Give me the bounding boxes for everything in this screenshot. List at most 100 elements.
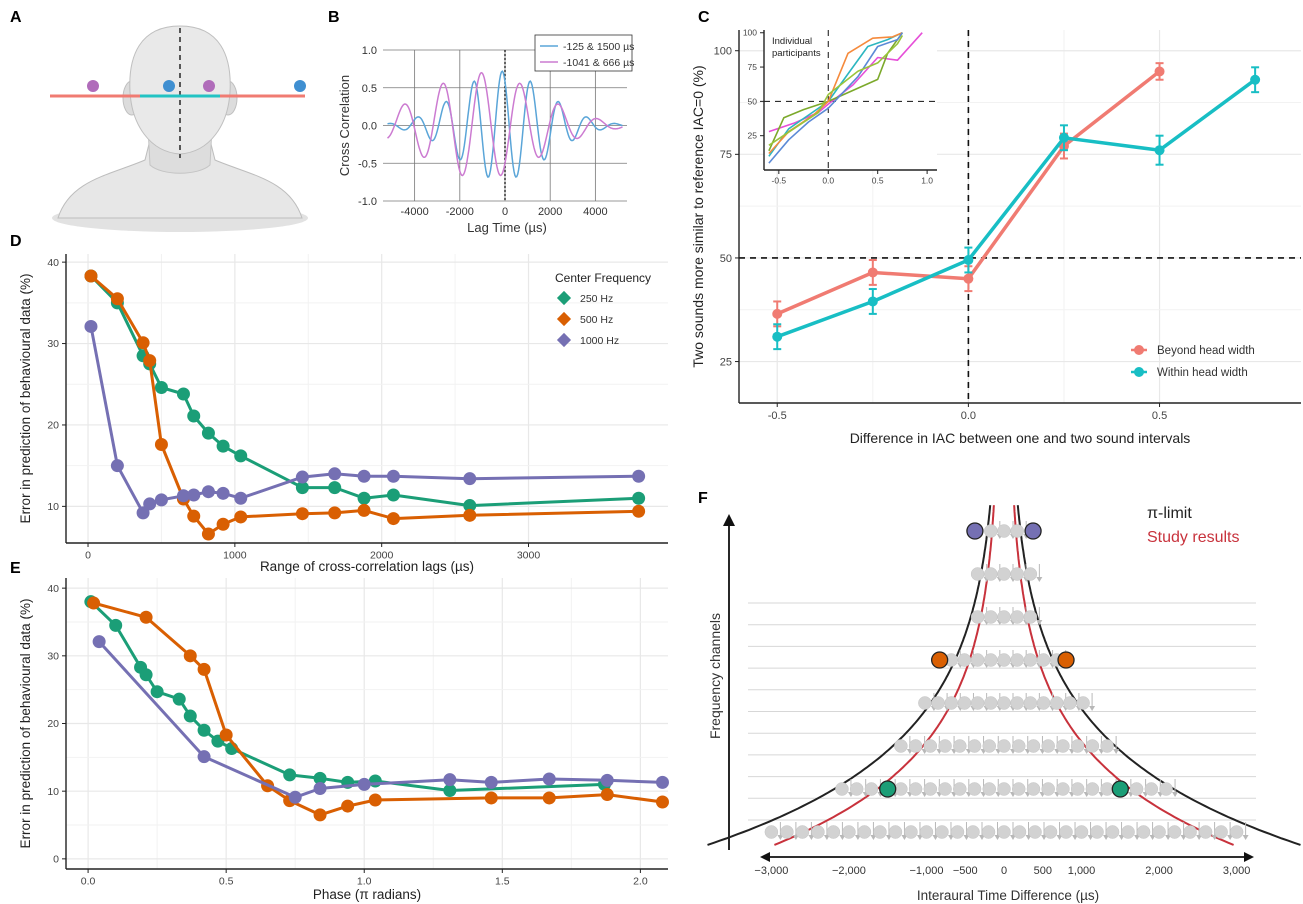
y-axis-title: Two sounds more similar to reference IAC… bbox=[690, 65, 706, 367]
data-point bbox=[600, 773, 614, 787]
arrow-head-up bbox=[723, 514, 735, 526]
x-tick-label: 1.0 bbox=[357, 876, 372, 888]
data-point bbox=[136, 506, 150, 520]
detector-dot bbox=[1144, 782, 1159, 796]
y-tick-label: 20 bbox=[47, 420, 59, 432]
x-tick-label: 0.5 bbox=[1152, 410, 1167, 422]
x-tick-label: 0 bbox=[85, 550, 91, 562]
data-point bbox=[655, 775, 669, 789]
data-point bbox=[295, 507, 309, 521]
detector-dot bbox=[1229, 825, 1244, 839]
x-tick-label: 1.5 bbox=[495, 876, 510, 888]
detector-dot bbox=[908, 782, 923, 796]
detector-dot bbox=[984, 653, 998, 667]
data-point bbox=[963, 273, 974, 284]
data-point bbox=[84, 319, 98, 333]
detector-dot bbox=[967, 782, 982, 796]
data-point bbox=[216, 486, 230, 500]
data-point bbox=[295, 470, 309, 484]
detector-dot bbox=[957, 696, 972, 710]
y-tick-label: 75 bbox=[720, 149, 732, 161]
detector-dot bbox=[1214, 825, 1228, 839]
data-point bbox=[1058, 132, 1069, 143]
data-point bbox=[463, 508, 477, 522]
detector-arrow bbox=[1036, 577, 1043, 582]
data-point bbox=[154, 381, 168, 395]
data-point bbox=[328, 506, 342, 520]
detector-dot bbox=[1043, 825, 1058, 839]
data-point bbox=[386, 469, 400, 483]
head bbox=[129, 25, 231, 155]
x-tick-label: -4000 bbox=[401, 206, 429, 218]
detector-dot bbox=[888, 825, 903, 839]
detector-dot bbox=[1023, 610, 1038, 624]
y-tick-label: 40 bbox=[47, 257, 59, 269]
panel-e-chart: 0.0 0.5 1.0 1.5 2.0 0 10 20 30 40 Phase (π radians… bbox=[18, 578, 669, 902]
data-point bbox=[963, 255, 974, 266]
data-point bbox=[443, 773, 457, 787]
panel-letter-b: B bbox=[328, 9, 340, 26]
highlight-dot bbox=[1111, 780, 1129, 798]
data-point bbox=[368, 793, 382, 807]
detector-dot bbox=[1085, 782, 1100, 796]
detector-dot bbox=[1129, 782, 1144, 796]
cross-correlation-curve bbox=[387, 70, 623, 178]
detector-dot bbox=[1167, 825, 1182, 839]
x-axis-title: Interaural Time Difference (µs) bbox=[917, 888, 1099, 903]
data-point bbox=[154, 437, 168, 451]
detector-dot bbox=[1085, 739, 1100, 753]
data-point bbox=[176, 489, 190, 503]
y-tick-label: 100 bbox=[714, 46, 732, 58]
y-tick-label: 50 bbox=[748, 96, 758, 106]
data-point bbox=[368, 774, 382, 788]
data-point bbox=[341, 799, 355, 813]
x-tick-label: 0.0 bbox=[81, 876, 96, 888]
data-point bbox=[139, 668, 153, 682]
data-point bbox=[197, 750, 211, 764]
data-point bbox=[154, 493, 168, 507]
inset-background bbox=[764, 30, 937, 170]
detector-arrow bbox=[1172, 792, 1179, 797]
highlight-dot bbox=[930, 651, 949, 669]
detector-dot bbox=[984, 696, 998, 710]
panel-b-chart: -4000 -2000 0 2000 4000 -1.0 -0.5 0.0 0.5 1.0 Lag … bbox=[337, 34, 634, 235]
data-point bbox=[187, 409, 201, 423]
detector-dot bbox=[1159, 782, 1173, 796]
detector-dot bbox=[953, 739, 967, 753]
highlight-dot bbox=[966, 522, 984, 540]
legend-label: Beyond head width bbox=[1157, 345, 1255, 357]
detector-dot bbox=[997, 567, 1011, 581]
detector-dot bbox=[1136, 825, 1151, 839]
detector-dot bbox=[1105, 825, 1120, 839]
detector-dot bbox=[764, 825, 779, 839]
detector-dot bbox=[1198, 825, 1213, 839]
detector-dot bbox=[842, 825, 856, 839]
y-tick-label: 100 bbox=[743, 28, 757, 38]
x-tick-label: −1,000 bbox=[909, 865, 943, 877]
detector-dot bbox=[1028, 825, 1042, 839]
y-tick-label: 25 bbox=[748, 131, 758, 141]
detector-dot bbox=[970, 696, 985, 710]
detector-dot bbox=[997, 653, 1011, 667]
inset-title: participants bbox=[772, 48, 821, 59]
data-point bbox=[1154, 145, 1165, 156]
data-point bbox=[216, 517, 230, 531]
data-point bbox=[201, 485, 215, 499]
arrow-head-right bbox=[1244, 852, 1254, 862]
data-point bbox=[772, 331, 783, 342]
highlight-dot bbox=[879, 780, 897, 798]
detector-dot bbox=[1026, 782, 1041, 796]
detector-dot bbox=[981, 825, 996, 839]
detector-dot bbox=[1121, 825, 1135, 839]
series-line bbox=[89, 600, 605, 792]
y-tick-label: 10 bbox=[47, 786, 59, 798]
detector-dot bbox=[1090, 825, 1104, 839]
detector-dot bbox=[1049, 696, 1064, 710]
data-point bbox=[772, 308, 783, 319]
detector-dot bbox=[1010, 653, 1024, 667]
detector-dot bbox=[1059, 825, 1073, 839]
series-line bbox=[89, 326, 639, 515]
data-point bbox=[87, 596, 101, 610]
detector-dot bbox=[997, 696, 1011, 710]
